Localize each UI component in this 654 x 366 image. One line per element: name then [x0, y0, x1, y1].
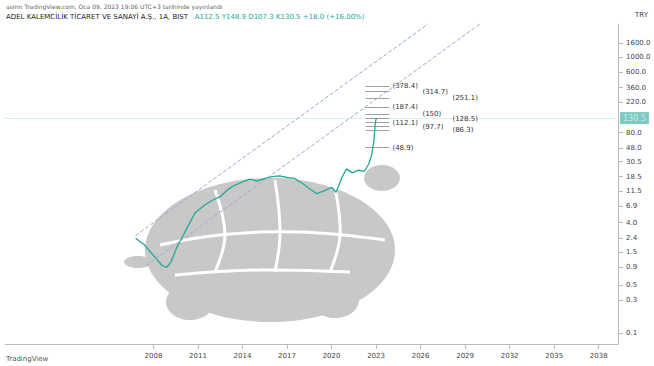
svg-text:2026: 2026 [412, 352, 430, 360]
svg-text:6.9: 6.9 [626, 202, 637, 210]
svg-text:2035: 2035 [545, 352, 563, 360]
svg-text:80.0: 80.0 [626, 129, 642, 137]
svg-text:1.5: 1.5 [626, 248, 637, 256]
svg-text:360.0: 360.0 [626, 84, 646, 92]
svg-text:2032: 2032 [501, 352, 519, 360]
svg-text:(378.4): (378.4) [392, 82, 418, 90]
svg-text:(187.4): (187.4) [392, 103, 418, 111]
svg-text:2038: 2038 [590, 352, 608, 360]
svg-text:(86.3): (86.3) [452, 126, 473, 134]
svg-text:1600.0: 1600.0 [626, 39, 651, 47]
svg-text:(314.7): (314.7) [422, 88, 448, 96]
svg-text:600.0: 600.0 [626, 68, 646, 76]
svg-text:11.5: 11.5 [626, 187, 642, 195]
svg-text:2029: 2029 [456, 352, 474, 360]
svg-text:A112.5 Y148.9 D107.3 K130.5 +1: A112.5 Y148.9 D107.3 K130.5 +18.0 (+16.0… [195, 13, 365, 21]
svg-text:220.0: 220.0 [626, 98, 646, 106]
svg-text:(48.9): (48.9) [392, 144, 413, 152]
svg-text:2008: 2008 [145, 352, 163, 360]
svg-text:TRY: TRY [634, 11, 649, 19]
svg-text:0.3: 0.3 [626, 296, 637, 304]
svg-text:30.5: 30.5 [626, 158, 642, 166]
svg-text:18.5: 18.5 [626, 173, 642, 181]
svg-text:(128.5): (128.5) [452, 115, 478, 123]
svg-text:0.9: 0.9 [626, 263, 637, 271]
svg-text:2020: 2020 [323, 352, 341, 360]
svg-text:1000.0: 1000.0 [626, 53, 651, 61]
svg-text:2023: 2023 [367, 352, 385, 360]
svg-text:0.1: 0.1 [626, 329, 637, 337]
svg-text:(150): (150) [422, 110, 441, 118]
svg-text:(112.1): (112.1) [392, 119, 418, 127]
svg-text:48.0: 48.0 [626, 144, 642, 152]
svg-text:(251.1): (251.1) [452, 94, 478, 102]
svg-text:0.5: 0.5 [626, 281, 637, 289]
svg-text:4.0: 4.0 [626, 219, 637, 227]
svg-text:TradingView: TradingView [5, 355, 49, 363]
svg-text:(97.7): (97.7) [422, 123, 443, 131]
svg-text:2.4: 2.4 [626, 234, 638, 242]
svg-text:2014: 2014 [234, 352, 252, 360]
svg-text:ADEL KALEMCİLİK TİCARET VE SAN: ADEL KALEMCİLİK TİCARET VE SANAYİ A.Ş., … [6, 12, 189, 21]
svg-text:asmn TradingView.com, Oca 09,: asmn TradingView.com, Oca 09, 2023 19:06… [6, 2, 223, 10]
svg-text:2017: 2017 [278, 352, 296, 360]
svg-text:2011: 2011 [189, 352, 207, 360]
svg-text:130.5: 130.5 [623, 114, 646, 123]
